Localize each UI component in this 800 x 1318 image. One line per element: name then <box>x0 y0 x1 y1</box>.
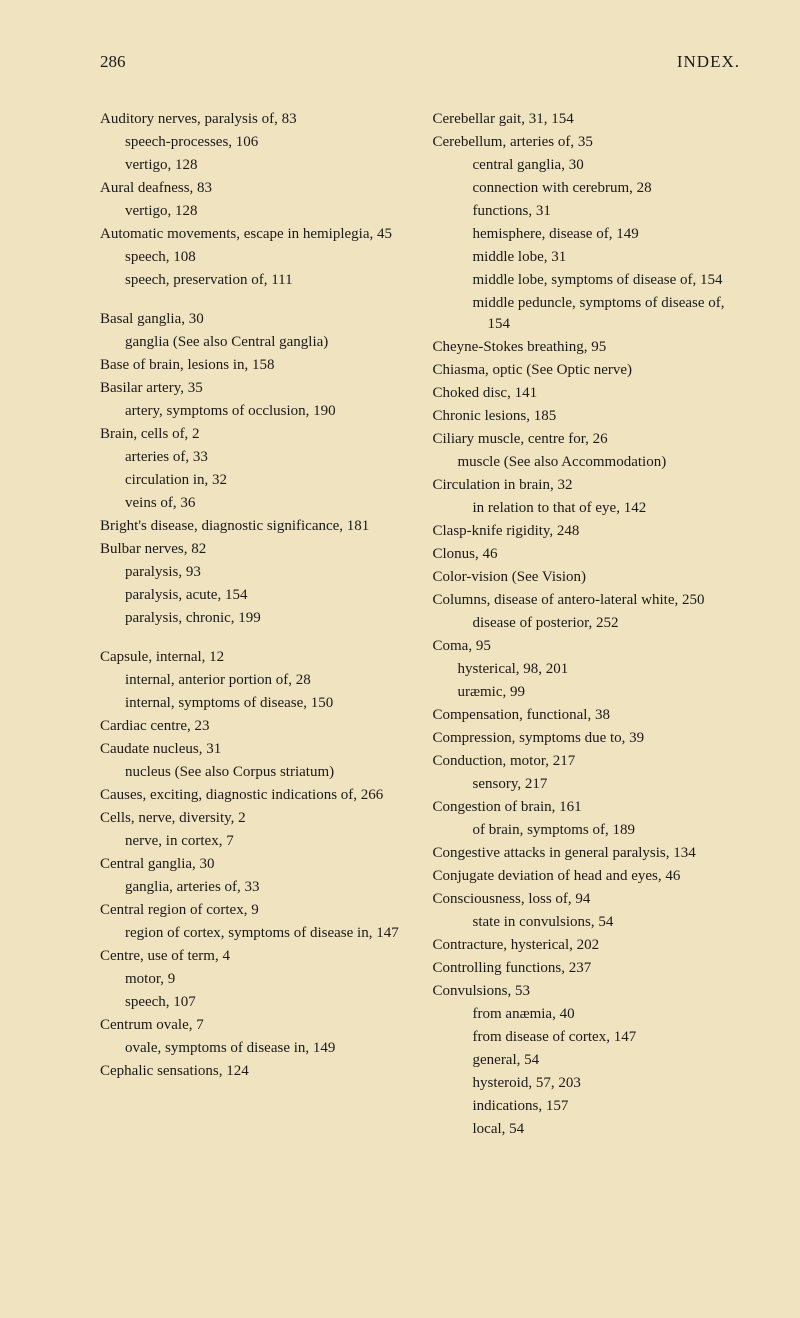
index-entry: Conjugate deviation of head and eyes, 46 <box>433 866 741 887</box>
index-entry: Chiasma, optic (See Optic nerve) <box>433 360 741 381</box>
index-entry: speech-processes, 106 <box>100 132 408 153</box>
index-entry: Automatic movements, escape in hemiplegi… <box>100 224 408 245</box>
index-entry: internal, symptoms of disease, 150 <box>100 693 408 714</box>
index-entry: speech, 108 <box>100 247 408 268</box>
index-entry: from anæmia, 40 <box>433 1004 741 1025</box>
index-entry: speech, preservation of, 111 <box>100 270 408 291</box>
index-entry: hemisphere, disease of, 149 <box>433 224 741 245</box>
index-entry: hysteroid, 57, 203 <box>433 1073 741 1094</box>
index-entry: Basal ganglia, 30 <box>100 309 408 330</box>
index-entry: Compression, symptoms due to, 39 <box>433 728 741 749</box>
index-entry: Columns, disease of antero-lateral white… <box>433 590 741 611</box>
index-entry: Clasp-knife rigidity, 248 <box>433 521 741 542</box>
index-entry: internal, anterior portion of, 28 <box>100 670 408 691</box>
index-entry: Cardiac centre, 23 <box>100 716 408 737</box>
index-entry: general, 54 <box>433 1050 741 1071</box>
index-entry: Bright's disease, diagnostic significanc… <box>100 516 408 537</box>
index-entry: in relation to that of eye, 142 <box>433 498 741 519</box>
index-entry: Cephalic sensations, 124 <box>100 1061 408 1082</box>
index-entry: connection with cerebrum, 28 <box>433 178 741 199</box>
index-entry: Central region of cortex, 9 <box>100 900 408 921</box>
index-entry: Consciousness, loss of, 94 <box>433 889 741 910</box>
page-header: 286 INDEX. <box>100 50 740 74</box>
index-entry: hysterical, 98, 201 <box>433 659 741 680</box>
index-entry: ganglia, arteries of, 33 <box>100 877 408 898</box>
index-entry: Color-vision (See Vision) <box>433 567 741 588</box>
index-entry: Brain, cells of, 2 <box>100 424 408 445</box>
right-column: Cerebellar gait, 31, 154Cerebellum, arte… <box>433 109 741 1142</box>
index-entry: Cerebellum, arteries of, 35 <box>433 132 741 153</box>
index-entry: muscle (See also Accommodation) <box>433 452 741 473</box>
index-entry: state in convulsions, 54 <box>433 912 741 933</box>
index-entry: Compensation, functional, 38 <box>433 705 741 726</box>
index-entry: Coma, 95 <box>433 636 741 657</box>
index-entry: Circulation in brain, 32 <box>433 475 741 496</box>
left-column: Auditory nerves, paralysis of, 83speech-… <box>100 109 408 1142</box>
index-entry: disease of posterior, 252 <box>433 613 741 634</box>
index-entry: local, 54 <box>433 1119 741 1140</box>
index-entry: vertigo, 128 <box>100 155 408 176</box>
index-entry: speech, 107 <box>100 992 408 1013</box>
index-entry: Cerebellar gait, 31, 154 <box>433 109 741 130</box>
index-entry: Congestive attacks in general paralysis,… <box>433 843 741 864</box>
index-entry: motor, 9 <box>100 969 408 990</box>
index-entry: region of cortex, symptoms of disease in… <box>100 923 408 944</box>
index-entry: paralysis, 93 <box>100 562 408 583</box>
index-entry: Central ganglia, 30 <box>100 854 408 875</box>
index-entry: vertigo, 128 <box>100 201 408 222</box>
index-entry: paralysis, acute, 154 <box>100 585 408 606</box>
index-entry: middle lobe, 31 <box>433 247 741 268</box>
index-entry: uræmic, 99 <box>433 682 741 703</box>
index-entry: Controlling functions, 237 <box>433 958 741 979</box>
index-entry: ovale, symptoms of disease in, 149 <box>100 1038 408 1059</box>
index-entry: Caudate nucleus, 31 <box>100 739 408 760</box>
index-entry: Ciliary muscle, centre for, 26 <box>433 429 741 450</box>
index-entry: sensory, 217 <box>433 774 741 795</box>
index-entry: Basilar artery, 35 <box>100 378 408 399</box>
index-entry: veins of, 36 <box>100 493 408 514</box>
index-entry: Bulbar nerves, 82 <box>100 539 408 560</box>
index-entry: from disease of cortex, 147 <box>433 1027 741 1048</box>
index-entry: Capsule, internal, 12 <box>100 647 408 668</box>
index-entry: Clonus, 46 <box>433 544 741 565</box>
index-entry: functions, 31 <box>433 201 741 222</box>
index-entry: Causes, exciting, diagnostic indications… <box>100 785 408 806</box>
index-entry: Cheyne-Stokes breathing, 95 <box>433 337 741 358</box>
index-columns: Auditory nerves, paralysis of, 83speech-… <box>100 109 740 1142</box>
index-entry: Cells, nerve, diversity, 2 <box>100 808 408 829</box>
index-entry: circulation in, 32 <box>100 470 408 491</box>
index-entry: central ganglia, 30 <box>433 155 741 176</box>
index-entry: nerve, in cortex, 7 <box>100 831 408 852</box>
index-entry: arteries of, 33 <box>100 447 408 468</box>
index-entry: nucleus (See also Corpus striatum) <box>100 762 408 783</box>
index-entry: Convulsions, 53 <box>433 981 741 1002</box>
index-entry: paralysis, chronic, 199 <box>100 608 408 629</box>
index-entry: Conduction, motor, 217 <box>433 751 741 772</box>
index-entry: Chronic lesions, 185 <box>433 406 741 427</box>
index-entry: artery, symptoms of occlusion, 190 <box>100 401 408 422</box>
index-entry: Aural deafness, 83 <box>100 178 408 199</box>
index-entry: Contracture, hysterical, 202 <box>433 935 741 956</box>
index-title: INDEX. <box>677 50 740 74</box>
index-entry: Auditory nerves, paralysis of, 83 <box>100 109 408 130</box>
index-entry: ganglia (See also Central ganglia) <box>100 332 408 353</box>
index-entry: Congestion of brain, 161 <box>433 797 741 818</box>
index-entry: Centrum ovale, 7 <box>100 1015 408 1036</box>
index-entry: Choked disc, 141 <box>433 383 741 404</box>
index-entry: of brain, symptoms of, 189 <box>433 820 741 841</box>
index-entry: middle peduncle, symptoms of disease of,… <box>433 293 741 335</box>
index-entry: Base of brain, lesions in, 158 <box>100 355 408 376</box>
page-number: 286 <box>100 50 126 74</box>
index-entry: middle lobe, symptoms of disease of, 154 <box>433 270 741 291</box>
index-entry: indications, 157 <box>433 1096 741 1117</box>
index-entry: Centre, use of term, 4 <box>100 946 408 967</box>
